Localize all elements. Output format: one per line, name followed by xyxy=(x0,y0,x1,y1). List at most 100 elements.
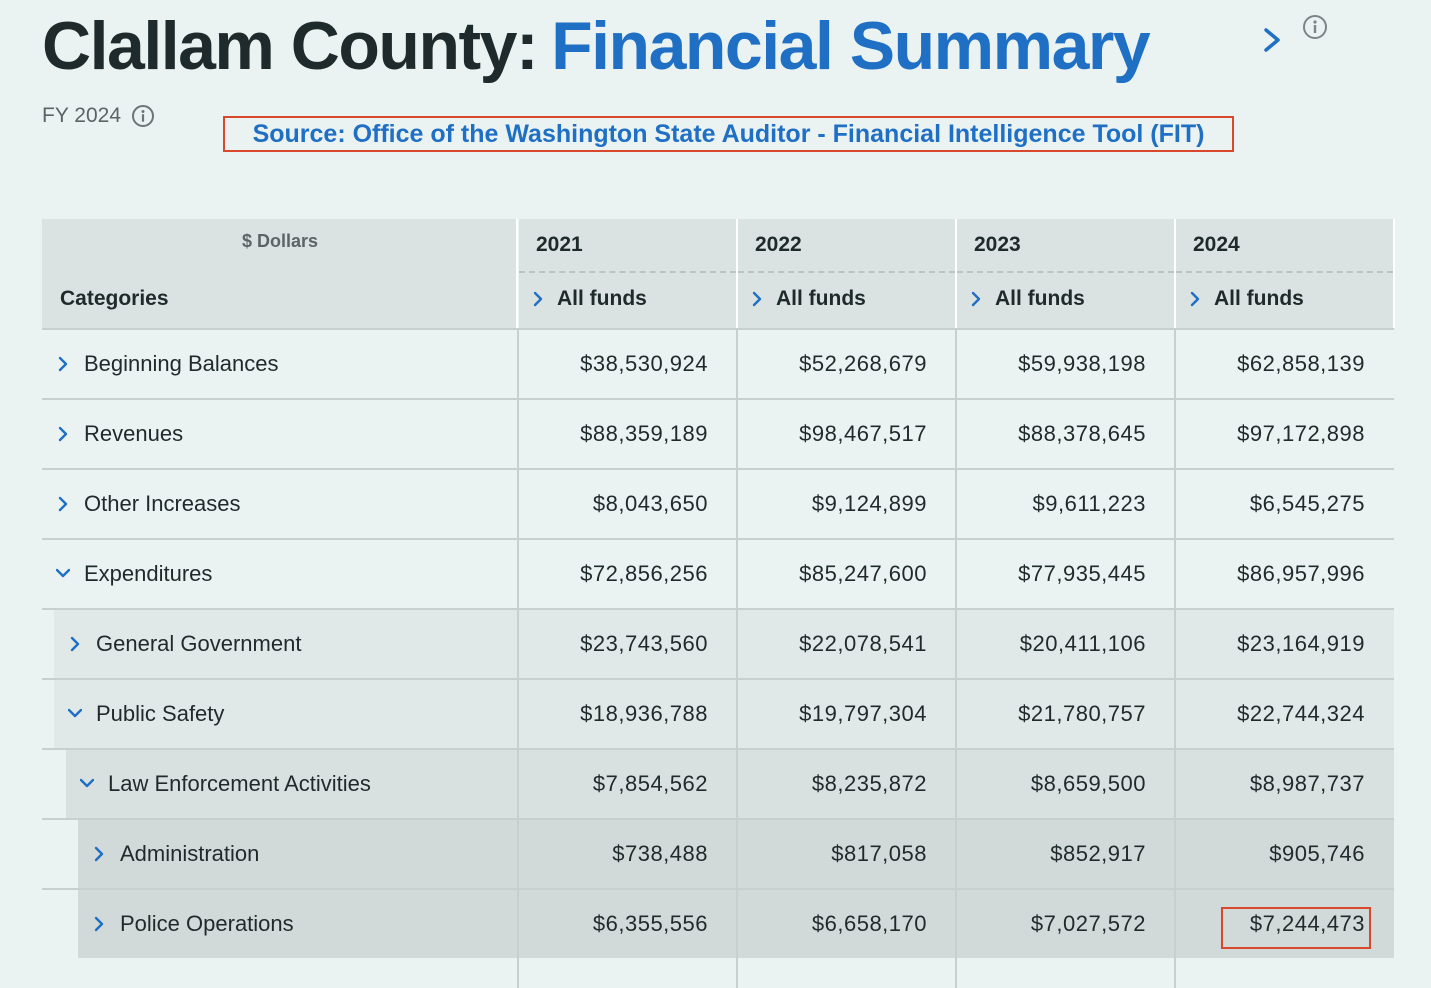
value-text: $20,411,106 xyxy=(1019,631,1146,656)
chevron-right-icon[interactable] xyxy=(1258,18,1288,62)
row-background xyxy=(54,680,1394,748)
row-value: $8,659,500 xyxy=(957,750,1176,818)
row-label: General Government xyxy=(96,631,302,656)
value-text: $88,359,189 xyxy=(580,421,708,446)
table-row[interactable]: Police Operations $6,355,556 $6,658,170 $7,… xyxy=(42,888,1394,958)
row-background xyxy=(54,610,1394,678)
value-text: $23,743,560 xyxy=(580,631,708,656)
table-row[interactable]: General Government $23,743,560 $22,078,541… xyxy=(42,608,1394,678)
source-annotation-box: Source: Office of the Washington State A… xyxy=(223,116,1234,152)
row-value: $6,545,275 xyxy=(1176,470,1395,538)
funds-label: All funds xyxy=(1214,287,1304,310)
row-category[interactable]: General Government xyxy=(42,610,518,678)
row-value: $6,658,170 xyxy=(738,890,957,958)
chevron-right-icon[interactable] xyxy=(56,425,70,443)
info-icon[interactable] xyxy=(131,104,155,128)
row-value: $852,917 xyxy=(957,820,1176,888)
row-label: Other Increases xyxy=(84,491,241,516)
chevron-right-icon[interactable] xyxy=(531,290,545,308)
row-value: $7,027,572 xyxy=(957,890,1176,958)
row-label: Police Operations xyxy=(120,911,294,936)
row-value: $738,488 xyxy=(519,820,738,888)
table-row[interactable]: Other Increases $8,043,650 $9,124,899 $9,61… xyxy=(42,468,1394,538)
row-category[interactable]: Revenues xyxy=(42,400,518,468)
chevron-right-icon[interactable] xyxy=(56,355,70,373)
funds-toggle[interactable]: All funds xyxy=(1188,287,1304,311)
row-value: $8,043,650 xyxy=(519,470,738,538)
chevron-right-icon[interactable] xyxy=(92,845,106,863)
chevron-right-icon[interactable] xyxy=(68,635,82,653)
value-text: $6,355,556 xyxy=(592,911,708,936)
row-category[interactable]: Law Enforcement Activities xyxy=(42,750,518,818)
chevron-down-icon[interactable] xyxy=(56,565,70,583)
funds-toggle[interactable]: All funds xyxy=(750,287,866,311)
value-text: $905,746 xyxy=(1269,841,1365,866)
row-value: $88,359,189 xyxy=(519,400,738,468)
value-text: $6,545,275 xyxy=(1249,491,1365,516)
table-row[interactable]: Revenues $88,359,189 $98,467,517 $88,378,64… xyxy=(42,398,1394,468)
row-category[interactable]: Beginning Balances xyxy=(42,330,518,398)
row-value: $18,936,788 xyxy=(519,680,738,748)
page-title-link[interactable]: Financial Summary xyxy=(551,8,1151,84)
year-header-0: 2021 All funds xyxy=(519,219,738,328)
chevron-right-icon[interactable] xyxy=(750,290,764,308)
value-text: $22,078,541 xyxy=(799,631,927,656)
header-divider xyxy=(519,271,736,273)
table-row[interactable]: Law Enforcement Activities $7,854,562 $8,2… xyxy=(42,748,1394,818)
row-value: $905,746 xyxy=(1176,820,1395,888)
row-label: Administration xyxy=(120,841,260,866)
row-value: $98,467,517 xyxy=(738,400,957,468)
row-category[interactable]: Other Increases xyxy=(42,470,518,538)
value-text: $59,938,198 xyxy=(1018,351,1146,376)
value-text: $9,124,899 xyxy=(811,491,927,516)
row-value: $85,247,600 xyxy=(738,540,957,608)
highlight-box xyxy=(1221,907,1371,949)
value-text: $85,247,600 xyxy=(799,561,927,586)
chevron-right-icon[interactable] xyxy=(969,290,983,308)
value-text: $98,467,517 xyxy=(799,421,927,446)
table-row[interactable]: Expenditures $72,856,256 $85,247,600 $77,93… xyxy=(42,538,1394,608)
row-value: $38,530,924 xyxy=(519,330,738,398)
row-value: $22,078,541 xyxy=(738,610,957,678)
row-value: $86,957,996 xyxy=(1176,540,1395,608)
page-title-county: Clallam County: xyxy=(42,8,539,84)
funds-toggle[interactable]: All funds xyxy=(969,287,1085,311)
funds-label: All funds xyxy=(557,287,647,310)
chevron-right-icon[interactable] xyxy=(56,495,70,513)
row-value: $23,164,919 xyxy=(1176,610,1395,678)
value-text: $72,856,256 xyxy=(580,561,708,586)
value-text: $7,244,473 xyxy=(1249,911,1365,936)
row-label: Beginning Balances xyxy=(84,351,279,376)
header-divider xyxy=(738,271,955,273)
value-text: $86,957,996 xyxy=(1237,561,1365,586)
row-value: $20,411,106 xyxy=(957,610,1176,678)
fiscal-year-label: FY 2024 xyxy=(42,104,122,127)
chevron-down-icon[interactable] xyxy=(68,705,82,723)
value-text: $6,658,170 xyxy=(811,911,927,936)
row-value: $62,858,139 xyxy=(1176,330,1395,398)
value-text: $7,027,572 xyxy=(1030,911,1146,936)
table-row[interactable]: Public Safety $18,936,788 $19,797,304 $21,7… xyxy=(42,678,1394,748)
row-category[interactable]: Public Safety xyxy=(42,680,518,748)
row-value: $19,797,304 xyxy=(738,680,957,748)
row-label: Public Safety xyxy=(96,701,225,726)
chevron-right-icon[interactable] xyxy=(92,915,106,933)
value-text: $7,854,562 xyxy=(592,771,708,796)
row-value: $88,378,645 xyxy=(957,400,1176,468)
chevron-down-icon[interactable] xyxy=(80,775,94,793)
info-icon[interactable] xyxy=(1302,14,1328,40)
funds-toggle[interactable]: All funds xyxy=(531,287,647,311)
row-category[interactable]: Police Operations xyxy=(42,890,518,958)
row-label: Revenues xyxy=(84,421,184,446)
row-category[interactable]: Administration xyxy=(42,820,518,888)
row-value: $72,856,256 xyxy=(519,540,738,608)
table-row[interactable]: Administration $738,488 $817,058 $852,917 $9… xyxy=(42,818,1394,888)
row-category[interactable]: Expenditures xyxy=(42,540,518,608)
value-text: $8,235,872 xyxy=(811,771,927,796)
table-row[interactable]: Beginning Balances $38,530,924 $52,268,679… xyxy=(42,328,1394,398)
source-link[interactable]: Source: Office of the Washington State A… xyxy=(252,119,1205,148)
value-text: $8,987,737 xyxy=(1249,771,1365,796)
row-value: $22,744,324 xyxy=(1176,680,1395,748)
chevron-right-icon[interactable] xyxy=(1188,290,1202,308)
year-label: 2022 xyxy=(755,233,802,256)
